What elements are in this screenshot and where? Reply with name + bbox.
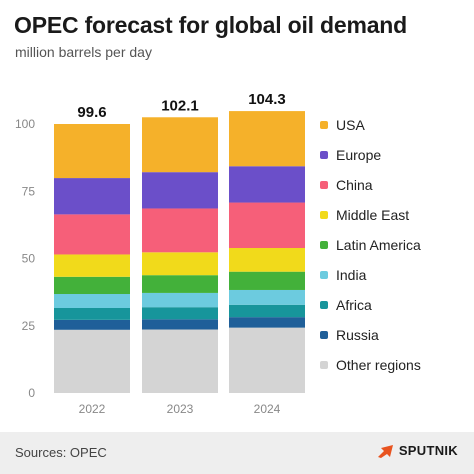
bar-segment-usa-2024	[229, 111, 305, 167]
sputnik-arrow-icon	[377, 444, 393, 458]
bar-segment-india-2023	[142, 292, 218, 308]
legend-swatch	[320, 121, 328, 129]
legend-swatch	[320, 331, 328, 339]
legend-swatch	[320, 211, 328, 219]
legend-item-middle-east: Middle East	[320, 200, 470, 230]
bar-segment-china-2024	[229, 202, 305, 249]
stacked-bar-chart: 0 25 50 75 100 99.6 2022 102.1 2023 104.3 2024	[15, 91, 305, 416]
page-subtitle: million barrels per day	[15, 44, 152, 60]
bar-total-label: 102.1	[161, 97, 199, 114]
y-tick-label: 0	[28, 386, 35, 400]
legend-label: Latin America	[336, 237, 421, 253]
y-tick-label: 75	[22, 184, 36, 198]
bar-segment-other-regions-2024	[229, 327, 305, 393]
legend-label: Other regions	[336, 357, 421, 373]
chart-legend: USA Europe China Middle East Latin America In…	[320, 110, 470, 380]
bar-segment-africa-2024	[229, 304, 305, 318]
bar-total-label: 104.3	[248, 91, 286, 108]
x-tick-label: 2024	[254, 402, 281, 416]
legend-label: Europe	[336, 147, 382, 163]
sputnik-logo: SPUTNIK	[377, 443, 458, 458]
page-title: OPEC forecast for global oil demand	[14, 12, 408, 38]
bar-segment-middle-east-2023	[142, 252, 218, 276]
y-tick-label: 100	[15, 117, 35, 131]
x-tick-label: 2022	[79, 402, 106, 416]
y-tick-label: 50	[22, 252, 36, 266]
legend-item-china: China	[320, 170, 470, 200]
source-note: Sources: OPEC	[15, 445, 107, 460]
bar-segment-latin-america-2024	[229, 271, 305, 290]
bar-segment-latin-america-2022	[54, 276, 130, 295]
bar-segment-europe-2022	[54, 178, 130, 215]
bar-segment-russia-2024	[229, 317, 305, 328]
legend-label: Africa	[336, 297, 372, 313]
bar-segment-russia-2022	[54, 319, 130, 330]
bar-segment-india-2022	[54, 294, 130, 308]
bar-segment-middle-east-2024	[229, 248, 305, 272]
bar-segment-middle-east-2022	[54, 254, 130, 277]
bar-segment-usa-2022	[54, 124, 130, 179]
bar-segment-other-regions-2022	[54, 329, 130, 393]
legend-item-other-regions: Other regions	[320, 350, 470, 380]
legend-swatch	[320, 301, 328, 309]
legend-item-europe: Europe	[320, 140, 470, 170]
bar-segment-africa-2023	[142, 307, 218, 320]
bar-segment-usa-2023	[142, 117, 218, 173]
x-tick-label: 2023	[167, 402, 194, 416]
legend-item-usa: USA	[320, 110, 470, 140]
bar-total-label: 99.6	[77, 104, 106, 121]
legend-label: Russia	[336, 327, 379, 343]
legend-label: India	[336, 267, 367, 283]
bar-segment-india-2024	[229, 289, 305, 305]
legend-swatch	[320, 181, 328, 189]
legend-label: China	[336, 177, 373, 193]
bar-segment-europe-2024	[229, 166, 305, 203]
bar-segment-other-regions-2023	[142, 329, 218, 393]
legend-item-latin-america: Latin America	[320, 230, 470, 260]
legend-item-russia: Russia	[320, 320, 470, 350]
y-tick-label: 25	[22, 319, 36, 333]
footer-bar	[0, 432, 474, 474]
legend-swatch	[320, 271, 328, 279]
bar-segment-africa-2022	[54, 307, 130, 320]
bar-segment-china-2022	[54, 214, 130, 255]
legend-label: Middle East	[336, 207, 410, 223]
legend-label: USA	[336, 117, 365, 133]
bar-segment-latin-america-2023	[142, 275, 218, 293]
legend-swatch	[320, 361, 328, 369]
legend-swatch	[320, 241, 328, 249]
legend-swatch	[320, 151, 328, 159]
logo-text: SPUTNIK	[398, 443, 458, 458]
bar-segment-europe-2023	[142, 172, 218, 209]
legend-item-africa: Africa	[320, 290, 470, 320]
bar-segment-china-2023	[142, 208, 218, 253]
bar-segment-russia-2023	[142, 319, 218, 330]
legend-item-india: India	[320, 260, 470, 290]
